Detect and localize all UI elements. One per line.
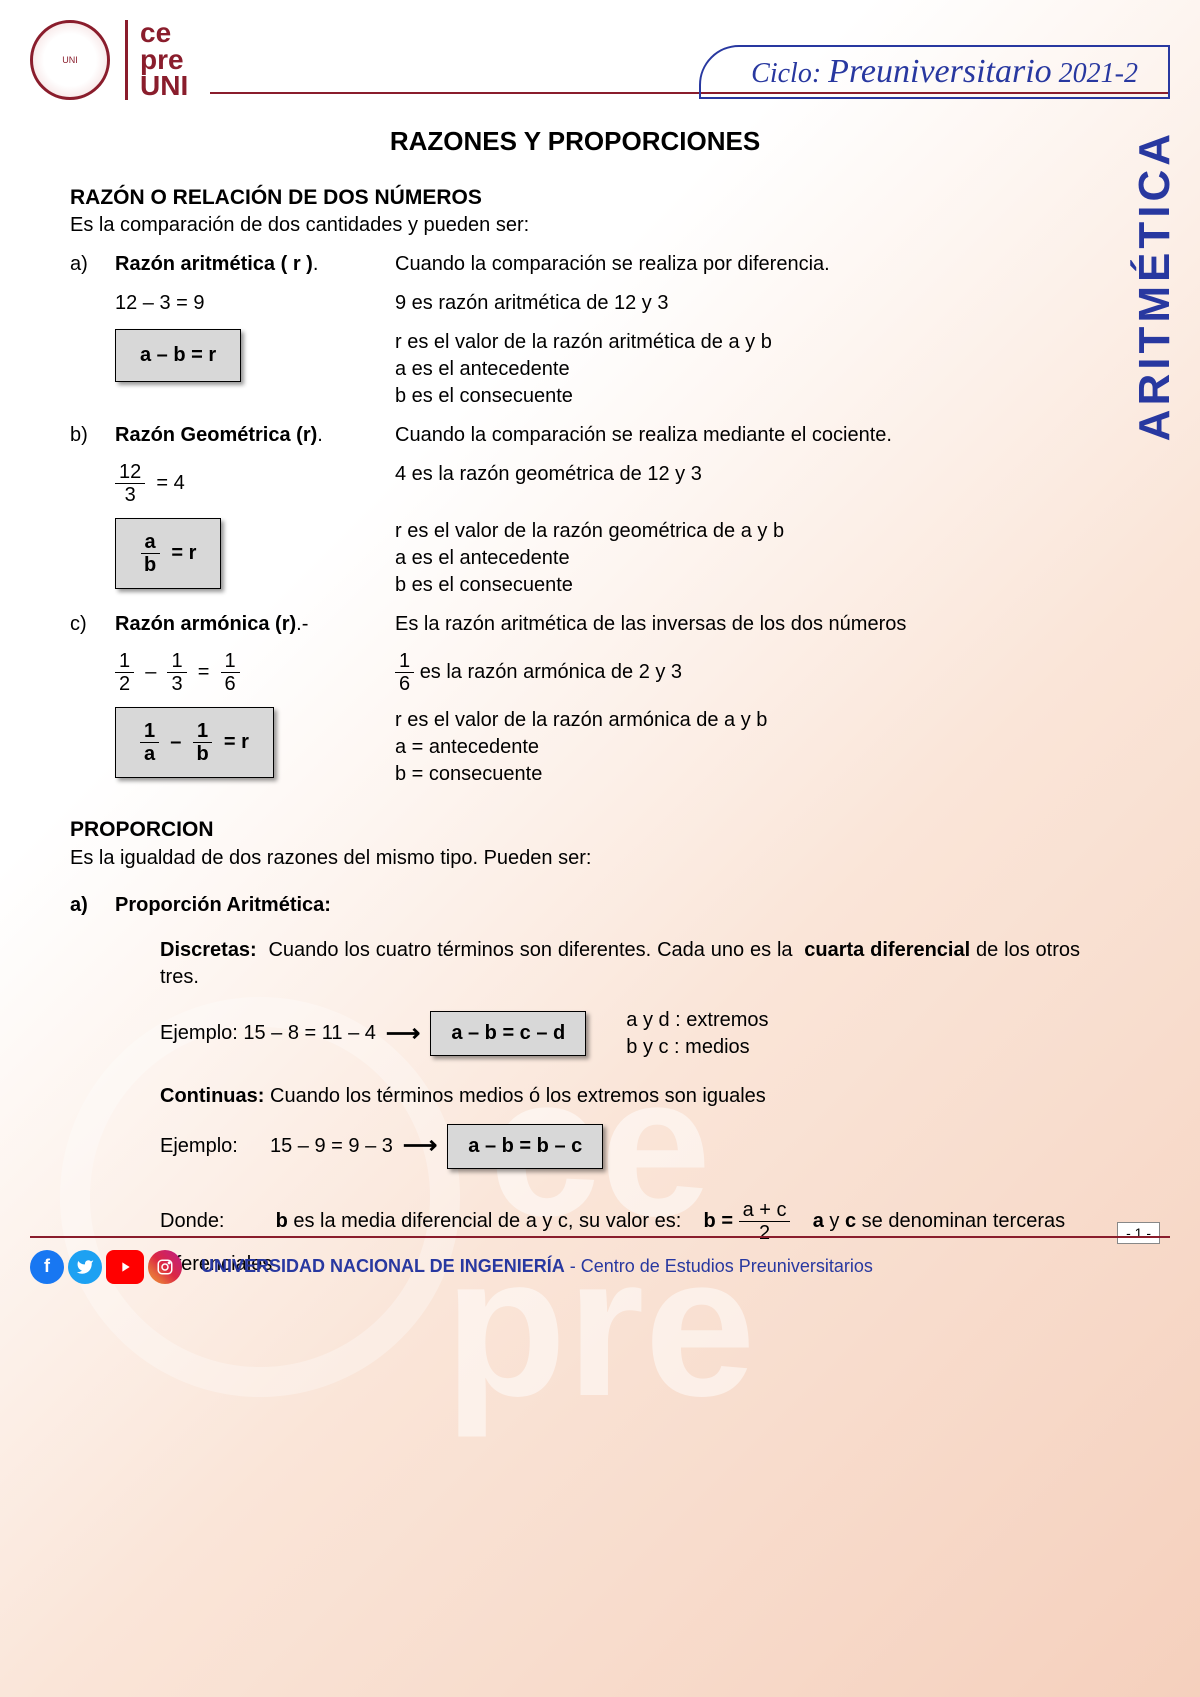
- example-left: 12 – 3 = 9: [115, 290, 395, 317]
- discretas-text: Discretas: Cuando los cuatro términos so…: [160, 937, 1080, 991]
- youtube-icon[interactable]: [106, 1250, 144, 1284]
- item-desc: Cuando la comparación se realiza por dif…: [395, 251, 1080, 278]
- formula-box: a – b = b – c: [447, 1124, 603, 1169]
- definition-line: a = antecedente: [395, 734, 1080, 761]
- example-eq: 15 – 8 = 11 – 4: [243, 1020, 376, 1047]
- formula-box: a – b = r: [115, 329, 241, 382]
- cycle-year: 2021-2: [1059, 58, 1138, 89]
- cycle-label: Ciclo:: [751, 58, 821, 89]
- formula-box: a – b = c – d: [430, 1011, 586, 1056]
- logo-line: pre: [140, 47, 188, 74]
- example-left: 12 – 13 = 16: [115, 650, 395, 695]
- cycle-banner: Ciclo: Preuniversitario 2021-2: [699, 45, 1170, 99]
- label-extremos: a y d : extremos: [626, 1007, 768, 1034]
- label-medios: b y c : medios: [626, 1034, 768, 1061]
- item-label: c): [70, 611, 115, 638]
- cepre-logo: ce pre UNI: [125, 20, 188, 100]
- formula-box: 1a – 1b = r: [115, 707, 274, 778]
- item-label: b): [70, 422, 115, 449]
- definition-line: r es el valor de la razón aritmética de …: [395, 329, 1080, 356]
- example-right: 4 es la razón geométrica de 12 y 3: [395, 461, 1080, 488]
- item-name: Razón aritmética ( r ): [115, 253, 313, 275]
- item-desc: Cuando la comparación se realiza mediant…: [395, 422, 1080, 449]
- section-intro: Es la comparación de dos cantidades y pu…: [70, 212, 1080, 239]
- continuas-text: Continuas: Cuando los términos medios ó …: [160, 1083, 1080, 1110]
- formula-box: ab = r: [115, 518, 221, 589]
- item-label: a): [70, 251, 115, 278]
- item-name: Razón armónica (r): [115, 613, 296, 635]
- definition-line: a es el antecedente: [395, 356, 1080, 383]
- definition-line: r es el valor de la razón armónica de a …: [395, 707, 1080, 734]
- example-left: 123 = 4: [115, 461, 395, 506]
- example-label: Ejemplo:: [160, 1133, 270, 1160]
- definition-line: b es el consecuente: [395, 572, 1080, 599]
- cycle-name: Preuniversitario: [828, 53, 1052, 90]
- example-right: 16 es la razón armónica de 2 y 3: [395, 650, 1080, 695]
- example-label: Ejemplo:: [160, 1020, 238, 1047]
- section-heading: PROPORCION: [70, 816, 1080, 844]
- main-content: RAZONES Y PROPORCIONES RAZÓN O RELACIÓN …: [0, 94, 1200, 1304]
- section-heading: RAZÓN O RELACIÓN DE DOS NÚMEROS: [70, 184, 1080, 212]
- item-desc: Es la razón aritmética de las inversas d…: [395, 611, 1080, 638]
- item-name: Razón Geométrica (r): [115, 424, 317, 446]
- page-footer: f UNIVERSIDAD NACIONAL DE INGENIERÍA - C…: [0, 1226, 1200, 1304]
- page-title: RAZONES Y PROPORCIONES: [70, 124, 1080, 159]
- instagram-icon[interactable]: [148, 1250, 182, 1284]
- subject-side-label: ARITMÉTICA: [1130, 130, 1180, 441]
- footer-text: UNIVERSIDAD NACIONAL DE INGENIERÍA - Cen…: [201, 1256, 873, 1277]
- arrow-icon: ⟶: [403, 1130, 437, 1162]
- item-name: Proporción Aritmética:: [115, 894, 331, 916]
- facebook-icon[interactable]: f: [30, 1250, 64, 1284]
- logo-line: ce: [140, 20, 188, 47]
- twitter-icon[interactable]: [68, 1250, 102, 1284]
- logo-line: UNI: [140, 73, 188, 100]
- definition-line: b es el consecuente: [395, 383, 1080, 410]
- page-header: UNI ce pre UNI Ciclo: Preuniversitario 2…: [0, 0, 1200, 100]
- example-eq: 15 – 9 = 9 – 3: [270, 1133, 393, 1160]
- definition-line: b = consecuente: [395, 761, 1080, 788]
- uni-seal-icon: UNI: [30, 20, 110, 100]
- definition-line: a es el antecedente: [395, 545, 1080, 572]
- section-intro: Es la igualdad de dos razones del mismo …: [70, 845, 1080, 872]
- item-label: a): [70, 894, 88, 916]
- definition-line: r es el valor de la razón geométrica de …: [395, 518, 1080, 545]
- example-right: 9 es razón aritmética de 12 y 3: [395, 290, 1080, 317]
- arrow-icon: ⟶: [386, 1018, 420, 1050]
